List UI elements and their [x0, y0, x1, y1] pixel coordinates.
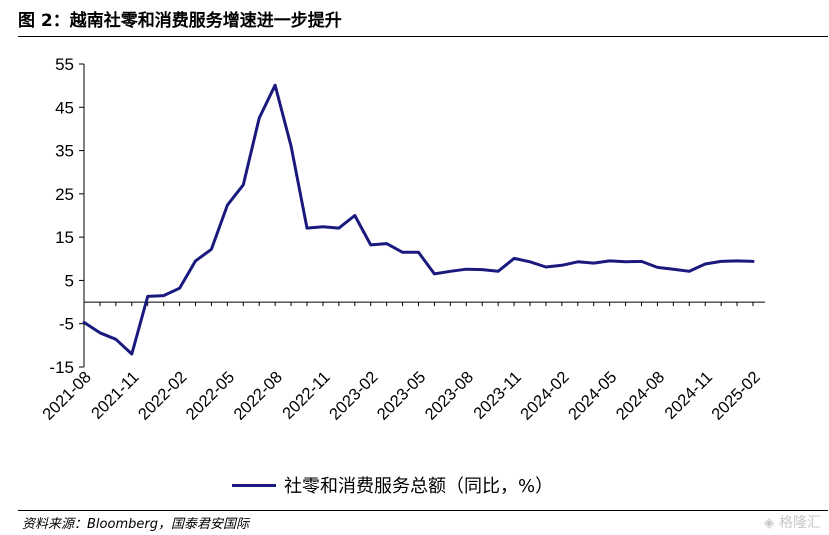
- line-chart: -15-5515253545552021-082021-112022-02202…: [39, 55, 765, 424]
- x-tick-label: 2022-05: [183, 368, 239, 424]
- x-tick-label: 2024-08: [613, 368, 669, 424]
- y-tick-label: 45: [55, 98, 74, 117]
- y-tick-label: 25: [55, 185, 74, 204]
- y-tick-label: 15: [55, 228, 74, 247]
- x-tick-label: 2023-11: [470, 368, 525, 423]
- x-tick-label: 2022-02: [135, 368, 191, 424]
- x-tick-label: 2022-08: [230, 368, 286, 424]
- legend-swatch: [232, 483, 276, 487]
- legend: 社零和消费服务总额（同比，%）: [232, 472, 553, 498]
- footer-divider: [18, 510, 828, 511]
- x-tick-label: 2023-02: [326, 368, 382, 424]
- y-tick-label: 5: [65, 271, 74, 290]
- legend-label: 社零和消费服务总额（同比，%）: [284, 476, 554, 497]
- y-tick-label: -15: [49, 358, 74, 377]
- series-line: [82, 83, 755, 356]
- x-tick-label: 2022-11: [279, 368, 334, 423]
- x-tick-label: 2023-05: [374, 368, 430, 424]
- x-tick-label: 2025-02: [708, 368, 764, 424]
- y-tick-label: -5: [59, 315, 74, 334]
- watermark-logo: ◈ 格隆汇: [763, 515, 821, 531]
- y-tick-label: 35: [55, 142, 74, 161]
- x-tick-label: 2023-08: [422, 368, 478, 424]
- x-tick-label: 2024-11: [661, 368, 716, 423]
- figure-title: 图 2：越南社零和消费服务增速进一步提升: [18, 11, 342, 31]
- plot-area: -15-5515253545552021-082021-112022-02202…: [39, 55, 765, 424]
- x-tick-label: 2021-11: [88, 368, 143, 423]
- x-tick-label: 2024-05: [565, 368, 621, 424]
- y-tick-label: 55: [55, 55, 74, 74]
- title-divider: [18, 36, 828, 37]
- x-tick-label: 2024-02: [517, 368, 573, 424]
- source-note: 资料来源：Bloomberg，国泰君安国际: [22, 517, 249, 532]
